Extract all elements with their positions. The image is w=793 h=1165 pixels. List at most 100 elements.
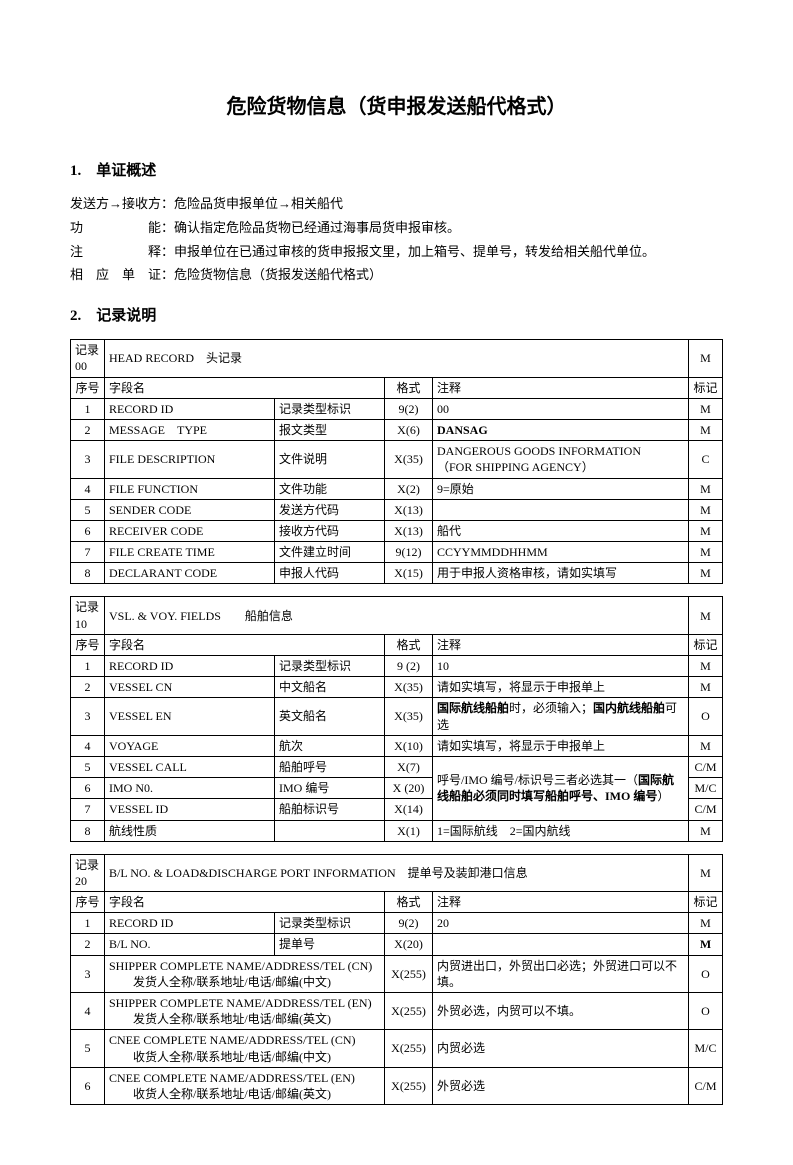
cell-fmt: X(35) (385, 677, 433, 698)
cell-name-cn: 文件功能 (275, 478, 385, 499)
desc-text: 确认指定危险品货物已经通过海事局货申报审核。 (174, 220, 460, 235)
cell-seq: 7 (71, 799, 105, 820)
cell-fmt: X(35) (385, 441, 433, 478)
cell-note (433, 934, 689, 955)
col-header-note: 注释 (433, 892, 689, 913)
record-title: B/L NO. & LOAD&DISCHARGE PORT INFORMATIO… (105, 854, 689, 891)
col-header-seq: 序号 (71, 892, 105, 913)
cell-fmt: 9(2) (385, 913, 433, 934)
cell-name-cn: 记录类型标识 (275, 398, 385, 419)
cell-fmt: X(13) (385, 520, 433, 541)
page-title: 危险货物信息（货申报发送船代格式） (70, 90, 723, 119)
cell-fmt: X(255) (385, 993, 433, 1030)
record-mark: M (689, 340, 723, 377)
cell-name-cn: 船舶标识号 (275, 799, 385, 820)
table-row: 8航线性质X(1)1=国际航线 2=国内航线M (71, 820, 723, 841)
cell-seq: 1 (71, 656, 105, 677)
cell-seq: 8 (71, 820, 105, 841)
cell-name-cn: 文件说明 (275, 441, 385, 478)
cell-mark: M (689, 419, 723, 440)
cell-name-cn: IMO 编号 (275, 778, 385, 799)
cell-name-cn: 收货人全称/联系地址/电话/邮编(中文) (109, 1049, 380, 1065)
cell-name-cn: 记录类型标识 (275, 656, 385, 677)
cell-note (433, 499, 689, 520)
desc-label: 注 释： (70, 242, 174, 263)
section1-heading: 1. 单证概述 (70, 159, 723, 180)
cell-note: DANSAG (433, 419, 689, 440)
cell-seq: 8 (71, 563, 105, 584)
table-row: 8DECLARANT CODE申报人代码X(15)用于申报人资格审核，请如实填写… (71, 563, 723, 584)
cell-name-en: CNEE COMPLETE NAME/ADDRESS/TEL (CN) (109, 1032, 380, 1048)
record-mark: M (689, 597, 723, 634)
table-row: 5SENDER CODE发送方代码X(13)M (71, 499, 723, 520)
cell-name-en: FILE FUNCTION (105, 478, 275, 499)
cell-fmt: X(14) (385, 799, 433, 820)
desc-line: 相 应 单 证：危险货物信息（货报发送船代格式） (70, 265, 723, 286)
cell-seq: 2 (71, 419, 105, 440)
cell-name: CNEE COMPLETE NAME/ADDRESS/TEL (EN) 收货人全… (105, 1067, 385, 1104)
table-row: 5VESSEL CALL船舶呼号X(7)呼号/IMO 编号/标识号三者必选其一（… (71, 756, 723, 777)
col-header-name: 字段名 (105, 892, 385, 913)
table-row: 3VESSEL EN英文船名X(35)国际航线船舶时，必须输入；国内航线船舶可选… (71, 698, 723, 735)
cell-name-cn: 英文船名 (275, 698, 385, 735)
cell-name-en: VESSEL CN (105, 677, 275, 698)
cell-name-en: B/L NO. (105, 934, 275, 955)
cell-note: 请如实填写，将显示于申报单上 (433, 735, 689, 756)
cell-name-en: CNEE COMPLETE NAME/ADDRESS/TEL (EN) (109, 1070, 380, 1086)
table-row: 6CNEE COMPLETE NAME/ADDRESS/TEL (EN) 收货人… (71, 1067, 723, 1104)
cell-note: 内贸必选 (433, 1030, 689, 1067)
cell-mark: M (689, 913, 723, 934)
cell-note: 1=国际航线 2=国内航线 (433, 820, 689, 841)
cell-mark: M (689, 563, 723, 584)
cell-fmt: X(15) (385, 563, 433, 584)
cell-fmt: X(13) (385, 499, 433, 520)
col-header-name: 字段名 (105, 634, 385, 655)
cell-note: CCYYMMDDHHMM (433, 542, 689, 563)
col-header-mark: 标记 (689, 377, 723, 398)
cell-fmt: X(255) (385, 1030, 433, 1067)
col-header-fmt: 格式 (385, 892, 433, 913)
cell-seq: 2 (71, 677, 105, 698)
cell-name-cn: 发货人全称/联系地址/电话/邮编(英文) (109, 1011, 380, 1027)
record-title: VSL. & VOY. FIELDS 船舶信息 (105, 597, 689, 634)
record-label: 记录 20 (71, 854, 105, 891)
table-row: 1RECORD ID记录类型标识9 (2)10M (71, 656, 723, 677)
desc-line: 注 释：申报单位在已通过审核的货申报报文里，加上箱号、提单号，转发给相关船代单位… (70, 242, 723, 263)
cell-seq: 5 (71, 1030, 105, 1067)
cell-name-en: RECEIVER CODE (105, 520, 275, 541)
cell-name-en: RECORD ID (105, 656, 275, 677)
cell-fmt: X(20) (385, 934, 433, 955)
cell-name-en: SHIPPER COMPLETE NAME/ADDRESS/TEL (EN) (109, 995, 380, 1011)
cell-seq: 4 (71, 478, 105, 499)
cell-seq: 6 (71, 1067, 105, 1104)
cell-name-en: VOYAGE (105, 735, 275, 756)
cell-mark: C/M (689, 1067, 723, 1104)
cell-name-cn: 申报人代码 (275, 563, 385, 584)
cell-note: 10 (433, 656, 689, 677)
description-block: 发送方→接收方：危险品货申报单位→相关船代功 能：确认指定危险品货物已经通过海事… (70, 194, 723, 286)
cell-fmt: X(6) (385, 419, 433, 440)
cell-name-cn: 记录类型标识 (275, 913, 385, 934)
section2-heading: 2. 记录说明 (70, 304, 723, 325)
cell-fmt: 9(12) (385, 542, 433, 563)
cell-mark: C/M (689, 799, 723, 820)
table-row: 2MESSAGE TYPE报文类型X(6)DANSAGM (71, 419, 723, 440)
cell-note: DANGEROUS GOODS INFORMATION （FOR SHIPPIN… (433, 441, 689, 478)
table-row: 4SHIPPER COMPLETE NAME/ADDRESS/TEL (EN) … (71, 993, 723, 1030)
cell-mark: M (689, 934, 723, 955)
table-row: 5CNEE COMPLETE NAME/ADDRESS/TEL (CN) 收货人… (71, 1030, 723, 1067)
cell-name-cn: 收货人全称/联系地址/电话/邮编(英文) (109, 1086, 380, 1102)
desc-line: 功 能：确认指定危险品货物已经通过海事局货申报审核。 (70, 218, 723, 239)
table-row: 7FILE CREATE TIME文件建立时间9(12)CCYYMMDDHHMM… (71, 542, 723, 563)
cell-seq: 4 (71, 735, 105, 756)
cell-name-cn: 发货人全称/联系地址/电话/邮编(中文) (109, 974, 380, 990)
cell-name-en: VESSEL CALL (105, 756, 275, 777)
col-header-seq: 序号 (71, 377, 105, 398)
cell-note: 9=原始 (433, 478, 689, 499)
cell-name: CNEE COMPLETE NAME/ADDRESS/TEL (CN) 收货人全… (105, 1030, 385, 1067)
cell-seq: 7 (71, 542, 105, 563)
record-table: 记录 00HEAD RECORD 头记录M序号字段名格式注释标记1RECORD … (70, 339, 723, 584)
record-label: 记录 00 (71, 340, 105, 377)
cell-note: 外贸必选，内贸可以不填。 (433, 993, 689, 1030)
cell-mark: M/C (689, 778, 723, 799)
